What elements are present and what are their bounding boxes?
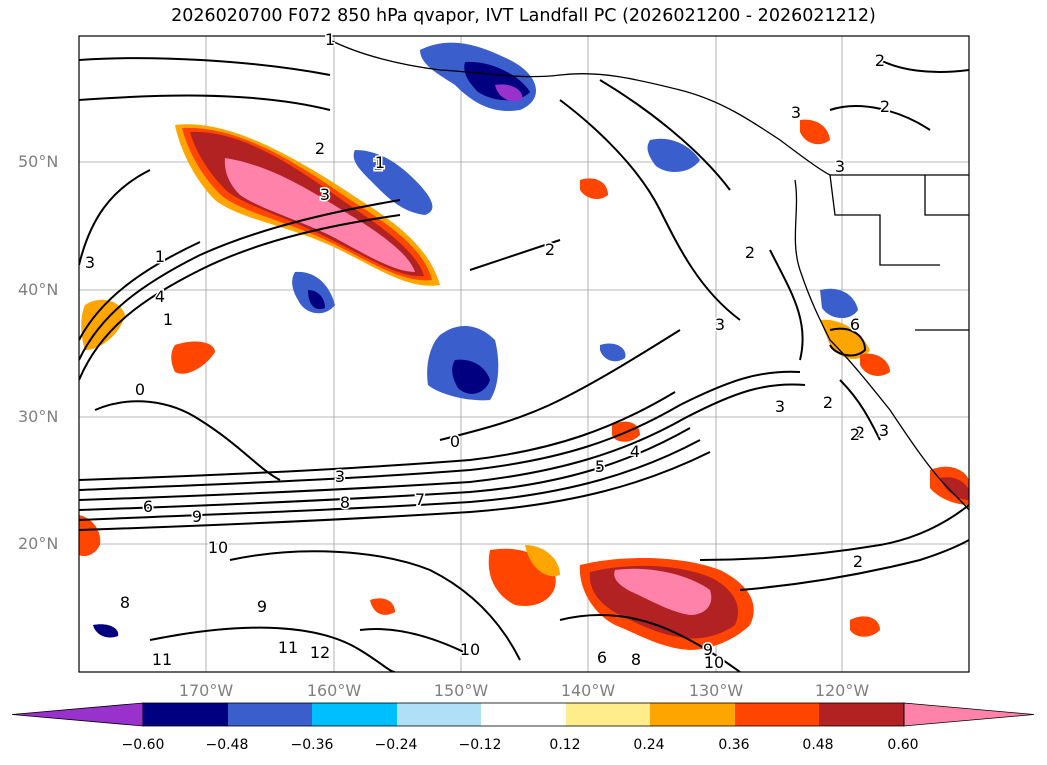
colorbar-segment	[819, 703, 904, 726]
contour-label: 2	[875, 51, 885, 70]
contour-label: 3	[715, 315, 725, 334]
colorbar-label: −0.12	[458, 737, 502, 753]
colorbar-segment	[397, 703, 481, 726]
lon-label-150w: 150°W	[433, 681, 489, 700]
contour-label: 3	[791, 103, 801, 122]
contour-label: 1	[373, 155, 383, 174]
lon-label-170w: 170°W	[178, 681, 234, 700]
contour-label: 3	[85, 253, 95, 272]
contour-label: 9	[703, 640, 713, 659]
ivt-contours	[79, 57, 969, 672]
lat-label-30n: 30°N	[18, 407, 59, 426]
contour-label: 2	[315, 139, 325, 158]
lon-label-160w: 160°W	[306, 681, 362, 700]
colorbar-segment	[566, 703, 650, 726]
colorbar-label: −0.48	[205, 737, 249, 753]
contour-label: 0	[450, 432, 460, 451]
lon-label-120w: 120°W	[814, 681, 870, 700]
contour-label: 3	[775, 397, 785, 416]
contour-label: 1	[155, 247, 165, 266]
lat-label-20n: 20°N	[18, 534, 59, 553]
contour-label: 10	[208, 538, 228, 557]
lat-label-40n: 40°N	[18, 280, 59, 299]
contour-label: 0	[135, 380, 145, 399]
contour-label: 2	[880, 97, 890, 116]
colorbar-segment	[312, 703, 397, 726]
lon-label-130w: 130°W	[688, 681, 744, 700]
contour-label: 3	[335, 467, 345, 486]
contour-label: 2	[823, 393, 833, 412]
colorbar	[11, 702, 1035, 727]
contour-label: 10	[704, 653, 724, 672]
colorbar-label: 0.24	[633, 737, 665, 753]
contour-label: 9	[257, 597, 267, 616]
contour-label: 2	[853, 552, 863, 571]
colorbar-segment	[228, 703, 312, 726]
lat-label-50n: 50°N	[18, 152, 59, 171]
colorbar-label: −0.24	[374, 737, 418, 753]
contour-label: 4	[155, 287, 165, 306]
contour-label: 8	[631, 650, 641, 669]
coastlines	[329, 39, 969, 511]
contour-label: 12	[310, 643, 330, 662]
contour-label: 4	[630, 442, 640, 461]
colorbar-segment	[735, 703, 819, 726]
contour-label: 6	[143, 497, 153, 516]
colorbar-label: 0.48	[802, 737, 834, 753]
colorbar-label: −0.36	[290, 737, 334, 753]
contour-label: 11	[278, 638, 298, 657]
qvapor-fill-regions	[79, 42, 969, 650]
colorbar-label: 0.60	[887, 737, 919, 753]
colorbar-segment	[650, 703, 735, 726]
colorbar-segment	[481, 703, 566, 726]
contour-label: 9	[192, 507, 202, 526]
contour-label: 8	[120, 593, 130, 612]
contour-label: 2	[545, 240, 555, 259]
colorbar-label: 0.12	[549, 737, 581, 753]
colorbar-extend-min	[11, 702, 144, 727]
contour-label: 2	[855, 423, 865, 442]
colorbar-frame	[142, 702, 905, 727]
contour-label: 6	[850, 315, 860, 334]
contour-label: 2	[745, 243, 755, 262]
contour-label: 5	[595, 457, 605, 476]
colorbar-segment	[143, 703, 228, 726]
map-title: 2026020700 F072 850 hPa qvapor, IVT Land…	[171, 6, 876, 26]
lon-label-140w: 140°W	[560, 681, 616, 700]
colorbar-label: 0.36	[718, 737, 750, 753]
contour-label: 3	[879, 421, 889, 440]
contour-label: 3	[835, 157, 845, 176]
map-frame	[78, 35, 970, 673]
contour-label: 1	[375, 153, 385, 172]
contour-label: 8	[340, 493, 350, 512]
contour-label: 1	[163, 310, 173, 329]
colorbar-label: −0.60	[121, 737, 165, 753]
contour-label: 10	[460, 640, 480, 659]
contour-label: 3	[320, 185, 330, 204]
contour-label: 6	[597, 648, 607, 667]
contour-label: 11	[152, 650, 172, 669]
contour-label: 2	[850, 425, 860, 444]
colorbar-extend-max	[903, 702, 1035, 727]
contour-label: 1	[325, 30, 335, 49]
contour-label: 7	[415, 490, 425, 509]
